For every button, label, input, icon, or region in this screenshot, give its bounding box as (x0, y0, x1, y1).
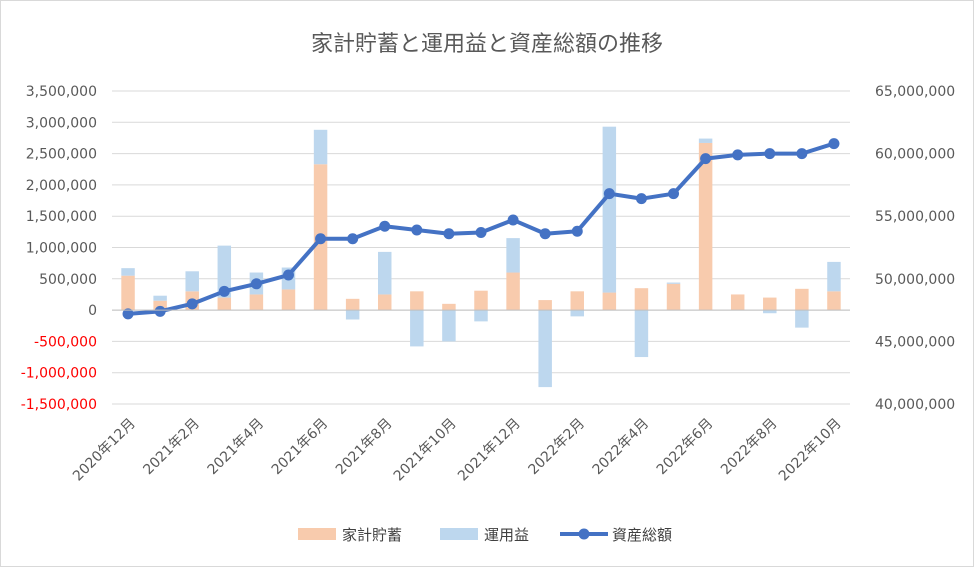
total-assets-point (764, 148, 776, 160)
investment-gain-bar (602, 126, 617, 293)
total-assets-point (475, 226, 487, 238)
investment-gain-bar (666, 282, 681, 284)
total-assets-point (250, 278, 262, 290)
total-assets-point (828, 138, 840, 150)
savings-bar (281, 289, 296, 311)
savings-bar (153, 300, 167, 311)
total-assets-point (635, 193, 647, 205)
total-assets-point (668, 188, 680, 200)
legend-label-total-assets: 資産総額 (612, 526, 672, 544)
savings-bar (698, 142, 713, 311)
primary-y-tick-label: 500,000 (39, 272, 97, 288)
investment-gain-bar (121, 268, 135, 276)
total-assets-point (347, 233, 359, 245)
gridlines (112, 90, 850, 405)
savings-bar (602, 292, 617, 311)
secondary-y-tick-label: 40,000,000 (875, 397, 955, 413)
investment-gain-bar (378, 251, 392, 295)
secondary-y-tick-label: 55,000,000 (875, 209, 955, 225)
savings-bar (795, 288, 809, 311)
bars (121, 126, 841, 388)
savings-bar (217, 297, 232, 311)
primary-y-tick-label: -1,000,000 (21, 366, 97, 382)
total-assets-point (796, 148, 808, 160)
investment-gain-bar (153, 295, 167, 301)
investment-gain-bar (763, 310, 777, 314)
legend-swatch-investment-gain (440, 528, 478, 540)
primary-y-tick-label: 1,500,000 (26, 209, 97, 225)
total-assets-point (700, 153, 712, 165)
savings-bar (666, 283, 681, 311)
total-assets-point (186, 298, 198, 310)
primary-y-tick-label: 2,500,000 (26, 147, 97, 163)
primary-y-tick-label: 3,000,000 (26, 115, 97, 131)
savings-bar (474, 290, 488, 311)
secondary-y-tick-label: 45,000,000 (875, 334, 955, 350)
primary-y-tick-label: 3,500,000 (26, 84, 97, 100)
savings-bar (410, 291, 424, 311)
investment-gain-bar (795, 310, 809, 328)
total-assets-point (571, 225, 583, 237)
total-assets-point (379, 220, 391, 232)
primary-y-tick-label: 0 (88, 303, 97, 319)
investment-gain-bar (698, 138, 713, 143)
investment-gain-bar (538, 310, 552, 388)
savings-bar (378, 294, 392, 311)
primary-y-tick-label: 1,000,000 (26, 241, 97, 257)
investment-gain-bar (217, 245, 232, 298)
primary-y-tick-label: 2,000,000 (26, 178, 97, 194)
investment-gain-bar (506, 238, 520, 273)
secondary-y-tick-label: 50,000,000 (875, 272, 955, 288)
savings-bar (730, 294, 745, 311)
total-assets-point (507, 214, 519, 226)
primary-y-tick-label: -500,000 (34, 334, 97, 350)
total-assets-point (411, 224, 423, 236)
investment-gain-bar (313, 129, 328, 165)
primary-y-tick-label: -1,500,000 (21, 397, 97, 413)
secondary-y-tick-label: 60,000,000 (875, 147, 955, 163)
total-assets-point (218, 285, 230, 297)
savings-bar (442, 303, 456, 311)
savings-bar (827, 291, 841, 311)
total-assets-point (443, 228, 455, 240)
savings-bar (249, 294, 264, 311)
investment-gain-bar (634, 310, 649, 358)
savings-bar (634, 288, 649, 311)
total-assets-point (154, 305, 166, 317)
investment-gain-bar (410, 310, 424, 347)
savings-bar (763, 297, 777, 311)
legend-marker-total-assets (578, 528, 590, 540)
legend: 家計貯蓄 運用益 資産総額 (298, 526, 672, 544)
total-assets-point (539, 228, 551, 240)
secondary-y-tick-label: 65,000,000 (875, 84, 955, 100)
savings-bar (345, 298, 360, 311)
legend-label-savings: 家計貯蓄 (342, 526, 402, 544)
savings-bar (506, 272, 520, 311)
investment-gain-bar (827, 261, 841, 292)
savings-bar (121, 275, 135, 311)
total-assets-point (732, 149, 744, 161)
investment-gain-bar (345, 310, 360, 320)
investment-gain-bar (185, 271, 199, 292)
total-assets-point (315, 233, 327, 245)
chart-title: 家計貯蓄と運用益と資産総額の推移 (311, 32, 663, 57)
total-assets-point (122, 308, 134, 320)
legend-swatch-savings (298, 528, 336, 540)
savings-bar (570, 291, 584, 311)
legend-label-investment-gain: 運用益 (484, 526, 529, 544)
investment-gain-bar (474, 310, 488, 322)
investment-gain-bar (442, 310, 456, 342)
total-assets-point (603, 188, 615, 200)
savings-bar (538, 300, 552, 311)
total-assets-point (282, 269, 294, 281)
total-assets-line (122, 138, 840, 320)
investment-gain-bar (570, 310, 584, 317)
